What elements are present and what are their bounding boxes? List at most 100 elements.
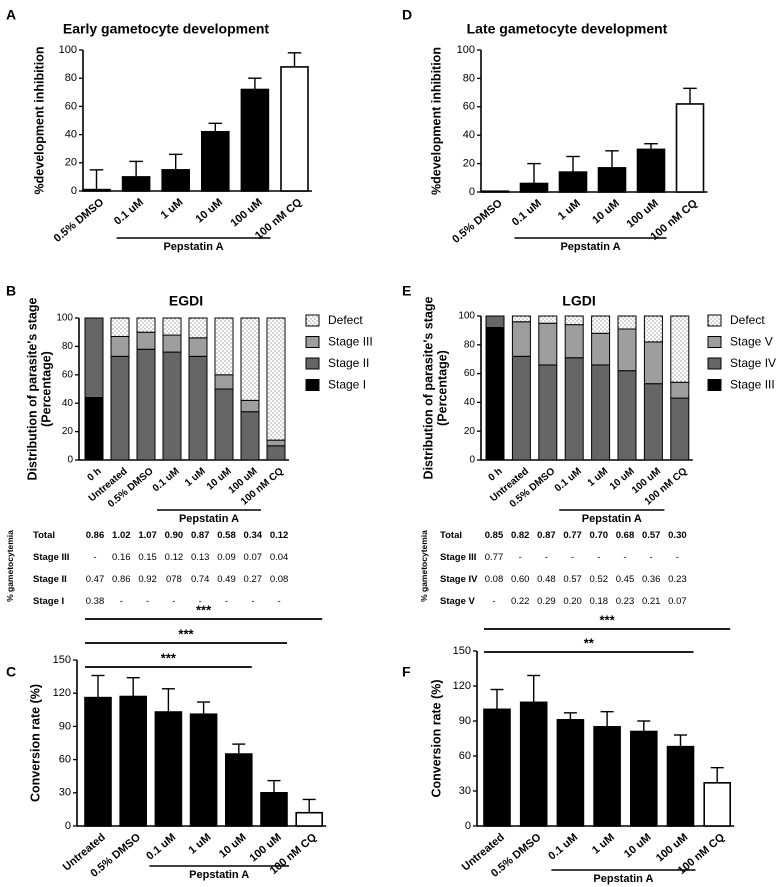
x-tick-label: 1 uM	[186, 831, 213, 856]
y-tick-label: 40	[65, 129, 77, 141]
bar-segment	[617, 370, 637, 461]
y-tick-label: 90	[459, 715, 471, 727]
x-tick-label: 100 uM	[228, 196, 264, 229]
chart-D: D Late gametocyte development 0 20 40 60 80 100…	[402, 7, 708, 253]
legend-swatch	[305, 336, 320, 348]
table-cell: 0.77	[563, 530, 582, 541]
table-cell: 0.23	[615, 596, 635, 607]
legend-label: Stage II	[328, 356, 369, 370]
y-tick-label: 90	[59, 720, 71, 732]
bar-segment	[214, 374, 234, 390]
bar	[703, 782, 732, 827]
table-cell: 0.04	[269, 552, 289, 563]
bar	[84, 696, 112, 827]
bar-segment	[240, 399, 260, 413]
bar-segment	[617, 328, 637, 372]
y-tick-label: 80	[464, 339, 476, 350]
table-cell: 0.60	[510, 574, 530, 585]
bar	[519, 182, 549, 193]
y-tick-label: 20	[65, 157, 77, 169]
table-cell: 0.09	[217, 552, 236, 563]
y-tick-label: 80	[65, 72, 77, 84]
panel-label: A	[6, 7, 16, 23]
chart-B: B EGDI 0 20 40 60 80 100 Distribution of parasit…	[6, 283, 373, 525]
y-axis-label: %development inhibition	[429, 47, 443, 195]
table-cell: 0.52	[589, 574, 609, 585]
x-tick-label: 0.1 uM	[510, 197, 544, 228]
y-tick-label: 30	[59, 787, 71, 799]
bar-segment	[162, 351, 182, 461]
table-cell: 0.27	[243, 574, 263, 585]
bar-segment	[240, 411, 260, 461]
y-tick-label: 20	[463, 158, 475, 170]
bar-segment	[110, 355, 130, 461]
table-cell: 1.02	[112, 530, 131, 541]
group-label: Pepstatin A	[179, 513, 239, 525]
table-cell: 0.82	[510, 530, 530, 541]
table-cell: 0.47	[85, 574, 105, 585]
y-tick-label: 150	[53, 654, 71, 666]
x-tick-label: 0.1 uM	[112, 196, 146, 227]
table-cell: 0.22	[510, 596, 530, 607]
table-cell: 0.30	[668, 530, 687, 541]
table-cell: -	[172, 596, 176, 607]
x-tick-label: 10 uM	[193, 196, 225, 225]
table-cell: -	[251, 596, 255, 607]
y-tick-label: 60	[65, 100, 77, 112]
group-label: Pepstatin A	[560, 241, 620, 253]
bar	[593, 726, 621, 827]
table-cell: 0.70	[589, 530, 609, 541]
panel-label: E	[402, 283, 411, 299]
bar-segment	[266, 445, 286, 461]
table-cell: 0.77	[484, 552, 504, 563]
bar-segment	[266, 439, 286, 447]
y-tick-label: 80	[463, 72, 475, 84]
bar	[558, 171, 588, 193]
bar	[161, 169, 190, 192]
bar	[280, 66, 309, 192]
table-cell: 0.90	[164, 530, 184, 541]
y-tick-label: 60	[464, 368, 476, 379]
significance-label: ***	[600, 612, 616, 627]
bar	[189, 713, 218, 827]
legend-swatch	[707, 357, 722, 370]
y-tick-label: 30	[459, 785, 471, 797]
x-tick-label: 0.1 uM	[144, 831, 178, 862]
bar	[597, 167, 627, 193]
bar-segment	[511, 321, 531, 357]
x-tick-label: 0.5% DMSO	[52, 196, 107, 245]
bar-segment	[188, 355, 208, 461]
bar-segment	[564, 315, 584, 326]
table-cell: -	[146, 596, 150, 607]
bar-segment	[188, 337, 208, 357]
y-tick-label: 0	[67, 455, 73, 466]
bar	[119, 695, 147, 827]
y-tick-label: 0	[469, 455, 475, 466]
bar-segment	[538, 322, 558, 366]
table-cell: 0.58	[217, 530, 236, 541]
bar-segment	[214, 317, 234, 376]
bar-segment	[485, 315, 505, 329]
table-cell: -	[623, 552, 627, 563]
x-tick-label: 1 uM	[183, 466, 208, 489]
x-tick-label: 1 uM	[556, 197, 583, 222]
bar	[666, 745, 695, 827]
bar-segment	[643, 315, 663, 343]
bar	[295, 811, 324, 827]
x-tick-label: 1 uM	[590, 831, 617, 856]
table-cell: 0.12	[164, 552, 184, 563]
bar-segment	[136, 348, 156, 461]
table-cell: 0.23	[668, 574, 687, 585]
significance-label: ***	[178, 626, 194, 641]
table-cell: 0.48	[537, 574, 556, 585]
table-side-label: % gametocytemia	[419, 530, 429, 603]
table-cell: 0.49	[217, 574, 236, 585]
legend-label: Stage III	[328, 335, 373, 349]
bar-segment	[162, 334, 182, 353]
table-cell: 078	[165, 574, 182, 585]
x-tick-label: 0 h	[85, 466, 103, 484]
bar-segment	[538, 315, 558, 324]
table-cell: 0.07	[668, 596, 687, 607]
legend-label: Defect	[730, 313, 765, 327]
